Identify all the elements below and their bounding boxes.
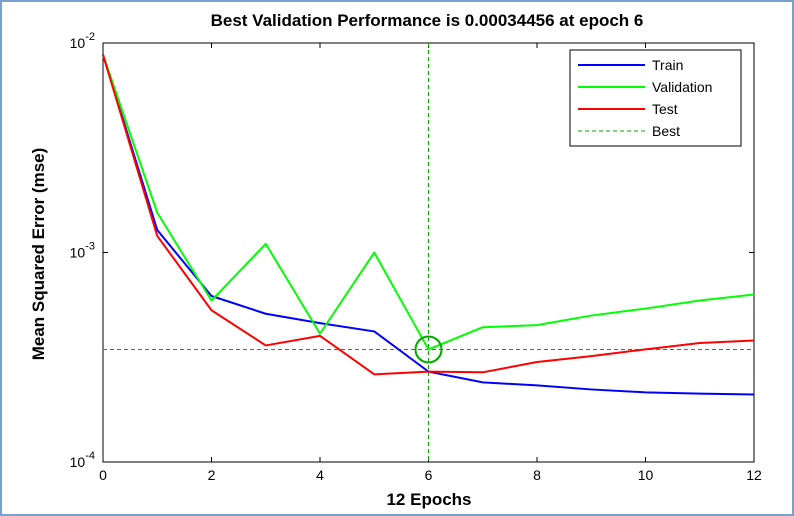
y-tick-label: 10-4 — [70, 450, 95, 470]
y-tick-label: 10-3 — [70, 241, 95, 261]
x-tick-label: 0 — [99, 467, 107, 483]
series-line-validation — [102, 54, 755, 351]
x-axis-label: 12 Epochs — [386, 490, 471, 509]
legend-label-test: Test — [652, 101, 678, 117]
legend-label-validation: Validation — [652, 79, 712, 95]
legend-label-train: Train — [652, 57, 683, 73]
series-line-test — [102, 54, 755, 376]
best-point-circle — [414, 335, 443, 364]
x-tick-label: 2 — [208, 467, 216, 483]
y-tick-label: 10-2 — [70, 31, 95, 51]
x-tick-label: 12 — [746, 467, 762, 483]
best-marker — [414, 335, 443, 364]
x-tick-label: 10 — [638, 467, 654, 483]
y-axis-label: Mean Squared Error (mse) — [29, 148, 48, 361]
x-tick-label: 8 — [533, 467, 541, 483]
series-lines — [102, 54, 755, 396]
legend-label-best: Best — [652, 123, 680, 139]
chart-title: Best Validation Performance is 0.0003445… — [211, 11, 644, 30]
x-tick-label: 4 — [316, 467, 324, 483]
x-tick-label: 6 — [425, 467, 433, 483]
legend: Train Validation Test Best — [569, 49, 742, 147]
